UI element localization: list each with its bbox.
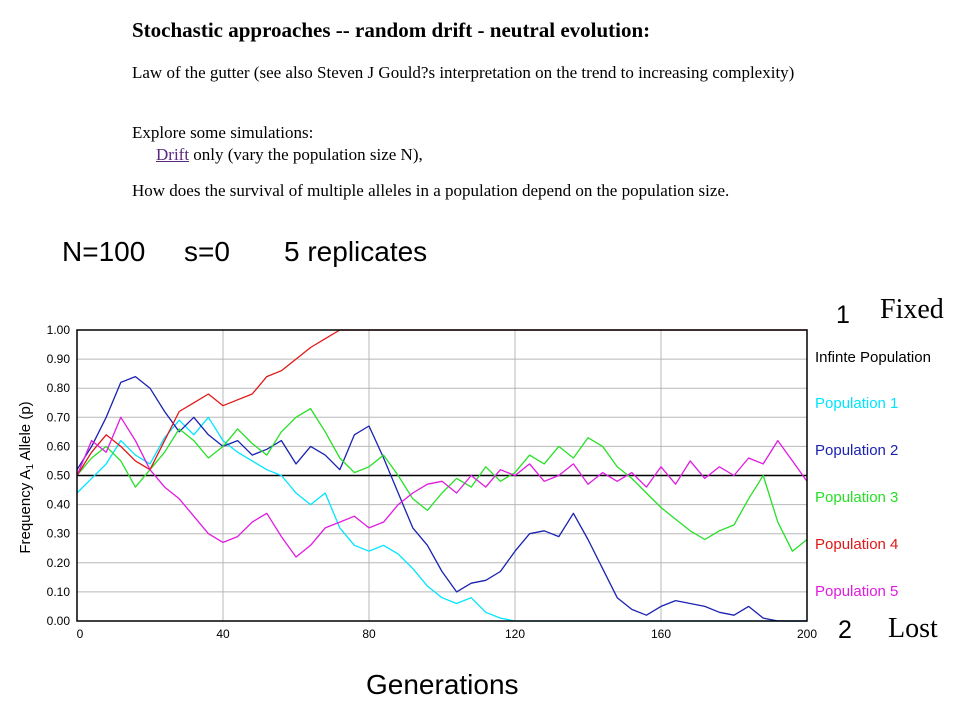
x-tick-label: 40 — [216, 627, 230, 641]
x-tick-label: 200 — [797, 627, 817, 641]
question-text: How does the survival of multiple allele… — [132, 181, 730, 200]
legend-entry-1: Population 1 — [815, 395, 898, 412]
x-tick-label: 80 — [362, 627, 376, 641]
series-lines — [76, 329, 808, 622]
allele-frequency-chart: 0.00 0.10 0.20 0.30 0.40 0.50 0.60 0.70 0.80 0.90… — [17, 323, 931, 641]
y-tick-label: 0.20 — [47, 556, 71, 570]
y-axis-title-suffix: Allele (p) — [17, 401, 34, 464]
y-tick-label: 0.90 — [47, 352, 71, 366]
x-axis-title: Generations — [366, 669, 519, 700]
explore-text: Explore some simulations: — [132, 123, 314, 142]
y-tick-label: 0.30 — [47, 527, 71, 541]
lost-label: Lost — [888, 613, 938, 644]
y-tick-label: 0.70 — [47, 410, 71, 424]
x-tick-label: 160 — [651, 627, 671, 641]
x-tick-label: 0 — [77, 627, 84, 641]
series-line-4 — [76, 329, 807, 476]
document-section: Stochastic approaches -- random drift - … — [132, 16, 932, 200]
y-tick-label: 0.40 — [47, 498, 71, 512]
x-tick-labels: 0 40 80 120 160 200 — [77, 627, 818, 641]
y-axis-title-subscript: 1 — [25, 463, 36, 469]
drift-line: Drift only (vary the population size N), — [156, 144, 423, 166]
legend: Infinte Population Population 1 Population… — [815, 349, 931, 600]
series-line-2 — [76, 375, 807, 622]
y-tick-label: 1.00 — [47, 323, 71, 337]
replicates-label: 5 replicates — [284, 236, 428, 267]
legend-entry-4: Population 4 — [815, 536, 898, 553]
legend-entry-3: Population 3 — [815, 489, 898, 506]
y-tick-label: 0.50 — [47, 469, 71, 483]
legend-entry-5: Population 5 — [815, 583, 898, 600]
series-line-1 — [76, 416, 807, 622]
y-tick-label: 0.80 — [47, 381, 71, 395]
law-of-gutter-text: Law of the gutter (see also Steven J Gou… — [132, 63, 795, 82]
fixed-count: 1 — [836, 301, 850, 329]
y-tick-label: 0.00 — [47, 614, 71, 628]
y-tick-labels: 0.00 0.10 0.20 0.30 0.40 0.50 0.60 0.70 0.80 0.90… — [47, 323, 71, 628]
series-line-3 — [76, 407, 808, 552]
page-title: Stochastic approaches -- random drift - … — [132, 18, 651, 42]
lost-count: 2 — [838, 616, 852, 644]
series-line-5 — [76, 416, 808, 558]
selection-label: s=0 — [184, 236, 230, 267]
fixed-label: Fixed — [880, 294, 944, 325]
y-axis-title-prefix: Frequency A — [17, 469, 34, 553]
y-tick-label: 0.10 — [47, 585, 71, 599]
legend-entry-0: Infinte Population — [815, 349, 931, 366]
y-axis-title: Frequency A1 Allele (p) — [17, 401, 36, 553]
plot-frame — [76, 329, 808, 622]
drift-line-rest: only (vary the population size N), — [189, 145, 423, 164]
x-tick-label: 120 — [505, 627, 525, 641]
y-tick-label: 0.60 — [47, 439, 71, 453]
population-size-label: N=100 — [62, 236, 146, 267]
drift-link[interactable]: Drift — [156, 145, 190, 164]
legend-entry-2: Population 2 — [815, 442, 898, 459]
